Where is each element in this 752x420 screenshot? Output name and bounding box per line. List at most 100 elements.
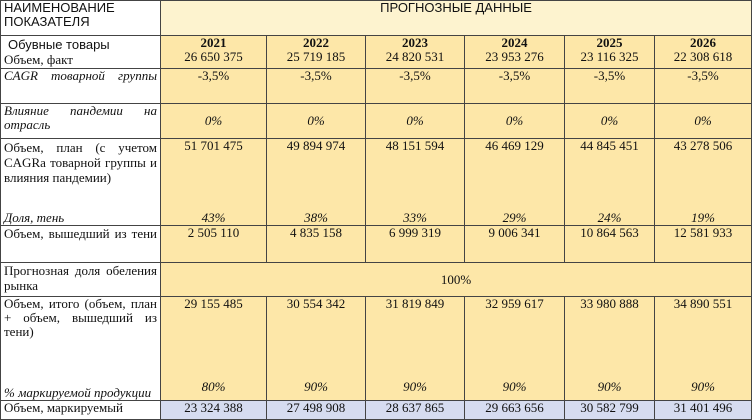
marked-volume-value: 27 498 908	[286, 400, 346, 415]
indicator-header: НАИМЕНОВАНИЕ ПОКАЗАТЕЛЯ	[0, 0, 161, 36]
pandemic-label: Влияние пандемии на отрасль	[4, 103, 157, 132]
shadow-out-value: 10 864 563	[580, 225, 639, 240]
whitening-value-cell: 100%	[159, 262, 752, 297]
shadow-share-value: 29%	[502, 210, 527, 225]
year-cell-2025: 2025 23 116 325	[564, 35, 655, 69]
pandemic-row: Влияние пандемии на отрасль 0% 0% 0% 0% …	[0, 103, 752, 139]
pandemic-value-cell: 0%	[160, 103, 267, 139]
marked-volume-value-cell: 23 324 388	[160, 400, 267, 420]
cagr-value-cell: -3,5%	[365, 68, 465, 104]
header-row: НАИМЕНОВАНИЕ ПОКАЗАТЕЛЯ ПРОГНОЗНЫЕ ДАННЫ…	[0, 0, 752, 36]
cagr-value: -3,5%	[300, 68, 332, 83]
forecast-label: ПРОГНОЗНЫЕ ДАННЫЕ	[380, 0, 532, 15]
cagr-value-cell: -3,5%	[266, 68, 366, 104]
cagr-value: -3,5%	[399, 68, 431, 83]
pandemic-value-cell: 0%	[564, 103, 655, 139]
plan-value: 51 701 475	[184, 138, 243, 153]
shadow-out-value-cell: 12 581 933	[653, 225, 752, 263]
whitening-label-cell: Прогнозная доля обеления рынка	[0, 262, 161, 297]
shadow-out-value-cell: 10 864 563	[564, 225, 655, 263]
marked-share-value: 80%	[201, 379, 226, 394]
whitening-label: Прогнозная доля обеления рынка	[4, 263, 157, 294]
pandemic-label-cell: Влияние пандемии на отрасль	[0, 103, 161, 139]
shadow-share-label: Доля, тень	[4, 210, 65, 225]
total-label-cell: Объем, итого (объем, план + объем, вышед…	[0, 296, 161, 401]
whitening-value: 100%	[440, 271, 472, 287]
volume-fact-value: 22 308 618	[673, 49, 733, 64]
shadow-share-value: 19%	[691, 210, 715, 225]
plan-value: 48 151 594	[385, 138, 445, 153]
year-cell-2021: 2021 26 650 375	[160, 35, 267, 69]
plan-value-cell: 48 151 594 33%	[365, 138, 465, 226]
shadow-out-value-cell: 4 835 158	[266, 225, 366, 263]
shadow-out-row: Объем, вышедший из тени 2 505 110 4 835 …	[0, 225, 752, 263]
cagr-label: CAGR товарной группы	[4, 68, 157, 83]
pandemic-value-cell: 0%	[365, 103, 465, 139]
volume-fact-value: 24 820 531	[385, 49, 445, 64]
shadow-out-label: Объем, вышедший из тени	[4, 226, 157, 242]
total-value: 32 959 617	[485, 296, 544, 311]
volume-fact-value: 26 650 375	[184, 49, 243, 64]
shadow-share-value: 33%	[403, 210, 427, 225]
cagr-value-cell: -3,5%	[564, 68, 655, 104]
forecast-header: ПРОГНОЗНЫЕ ДАННЫЕ	[159, 0, 752, 36]
cagr-value: -3,5%	[197, 68, 230, 83]
marked-volume-row: Объем, маркируемый 23 324 388 27 498 908…	[0, 400, 752, 420]
total-value-cell: 31 819 849 90%	[365, 296, 465, 401]
volume-fact-value: 23 116 325	[580, 49, 639, 64]
shadow-out-label-cell: Объем, вышедший из тени	[0, 225, 161, 263]
year-row: Обувные товары Объем, факт 2021 26 650 37…	[0, 35, 752, 69]
shadow-out-value-cell: 6 999 319	[365, 225, 465, 263]
plan-value-cell: 43 278 506 19%	[653, 138, 752, 226]
marked-volume-value: 23 324 388	[184, 400, 243, 415]
plan-value-cell: 44 845 451 24%	[564, 138, 655, 226]
shadow-out-value: 6 999 319	[389, 225, 441, 240]
year-label: 2023	[402, 35, 428, 50]
total-value: 31 819 849	[385, 296, 445, 311]
pandemic-value: 0%	[694, 113, 712, 128]
year-label: 2022	[303, 35, 329, 50]
shadow-out-value: 12 581 933	[673, 225, 733, 240]
marked-share-value: 90%	[691, 379, 715, 394]
shadow-out-value: 9 006 341	[488, 225, 541, 240]
shadow-share-value: 24%	[597, 210, 622, 225]
shadow-share-value: 38%	[304, 210, 328, 225]
plan-label: Объем, план (с учетом CAGRa товарной гру…	[4, 140, 157, 185]
pandemic-value-cell: 0%	[464, 103, 565, 139]
volume-fact-value: 23 953 276	[485, 49, 544, 64]
product-label: Обувные товары	[8, 37, 110, 52]
marked-volume-value-cell: 30 582 799	[564, 400, 655, 420]
pandemic-value: 0%	[505, 113, 524, 128]
year-cell-2026: 2026 22 308 618	[653, 35, 752, 69]
plan-value: 44 845 451	[580, 138, 639, 153]
pandemic-value: 0%	[600, 113, 619, 128]
shadow-out-value: 2 505 110	[187, 225, 240, 240]
year-label: 2026	[690, 35, 717, 50]
product-cell: Обувные товары Объем, факт	[0, 35, 161, 69]
total-value: 29 155 485	[184, 296, 243, 311]
volume-fact-value: 25 719 185	[286, 49, 346, 64]
pandemic-value-cell: 0%	[653, 103, 752, 139]
cagr-value: -3,5%	[687, 68, 719, 83]
year-cell-2022: 2022 25 719 185	[266, 35, 366, 69]
plan-value-cell: 51 701 475 43%	[160, 138, 267, 226]
year-cell-2023: 2023 24 820 531	[365, 35, 465, 69]
cagr-value-cell: -3,5%	[653, 68, 752, 104]
marked-volume-value: 29 663 656	[485, 400, 544, 415]
marked-volume-value-cell: 28 637 865	[365, 400, 465, 420]
plan-value: 46 469 129	[485, 138, 544, 153]
total-value: 34 890 551	[673, 296, 733, 311]
marked-volume-value: 30 582 799	[580, 400, 639, 415]
whitening-row: Прогнозная доля обеления рынка 100%	[0, 262, 752, 297]
pandemic-value: 0%	[204, 113, 223, 128]
total-value: 33 980 888	[580, 296, 639, 311]
marked-share-label: % маркируемой продукции	[4, 385, 152, 400]
total-label: Объем, итого (объем, план + объем, вышед…	[4, 296, 157, 339]
total-value-cell: 33 980 888 90%	[564, 296, 655, 401]
plan-value: 43 278 506	[673, 138, 733, 153]
marked-volume-value-cell: 27 498 908	[266, 400, 366, 420]
pandemic-value: 0%	[406, 113, 424, 128]
cagr-row: CAGR товарной группы -3,5% -3,5% -3,5% -…	[0, 68, 752, 104]
